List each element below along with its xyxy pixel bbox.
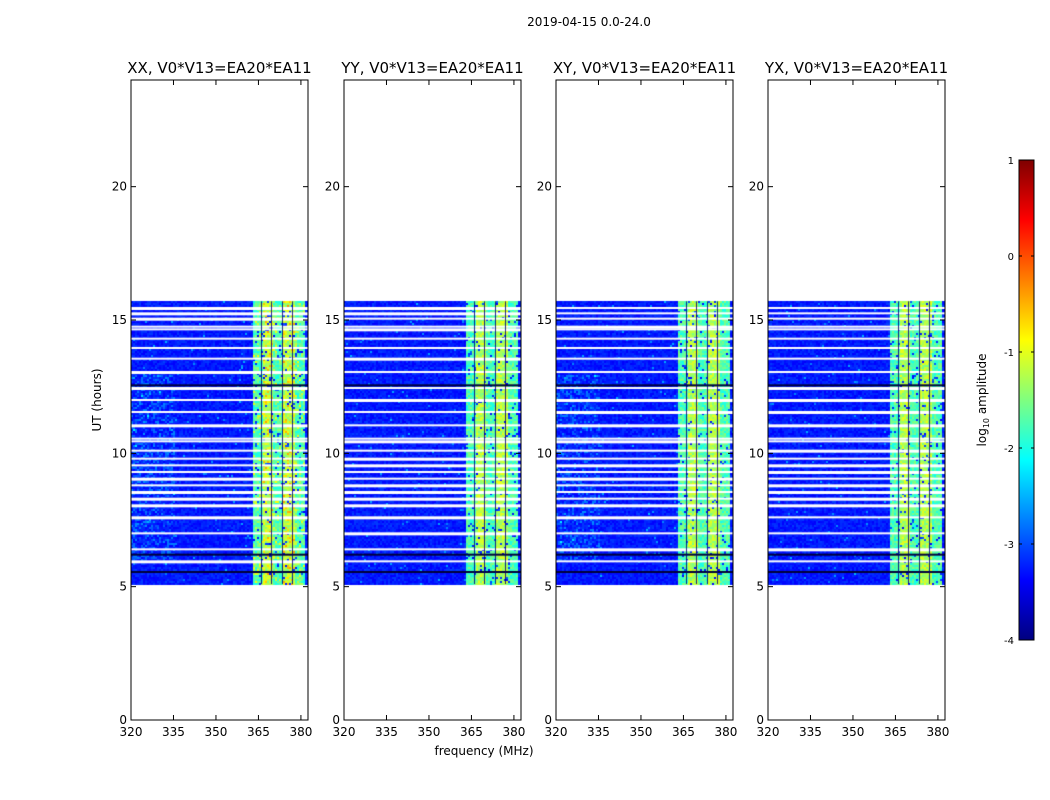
x-tick-label: 365 — [460, 725, 483, 739]
x-tick-label: 380 — [926, 725, 949, 739]
y-tick-label: 10 — [749, 446, 764, 460]
panel-1-spectrum — [131, 80, 308, 720]
panel-2-spectrum — [344, 80, 521, 720]
panel-1-title: XX, V0*V13=EA20*EA11 — [127, 59, 311, 77]
y-tick-label: 20 — [325, 180, 340, 194]
colorbar-tick-label: -1 — [1004, 348, 1014, 359]
y-tick-label: 20 — [537, 180, 552, 194]
colorbar-label-sub: 10 — [982, 418, 991, 428]
x-tick-label: 320 — [120, 725, 143, 739]
y-tick-label: 0 — [544, 713, 552, 727]
y-tick-label: 15 — [325, 313, 340, 327]
panel-4: YX, V0*V13=EA20*EA11 320 335 350 365 380 0 5 10 1… — [749, 59, 950, 739]
colorbar-label: log10 amplitude — [975, 354, 991, 447]
x-tick-label: 320 — [545, 725, 568, 739]
y-tick-label: 10 — [112, 446, 127, 460]
colorbar-tick-label: 1 — [1008, 156, 1014, 167]
x-tick-label: 335 — [162, 725, 185, 739]
y-tick-label: 15 — [749, 313, 764, 327]
panel-4-title: YX, V0*V13=EA20*EA11 — [764, 59, 948, 77]
y-tick-label: 10 — [325, 446, 340, 460]
y-tick-label: 20 — [749, 180, 764, 194]
figure-title: 2019-04-15 0.0-24.0 — [527, 15, 651, 29]
y-tick-label: 5 — [544, 580, 552, 594]
colorbar-gradient — [1018, 159, 1035, 641]
colorbar-label-rest: amplitude — [975, 354, 989, 418]
colorbar-ticks: 1 0 -1 -2 -3 -4 — [1004, 156, 1034, 647]
x-tick-label: 335 — [587, 725, 610, 739]
x-tick-label: 380 — [502, 725, 525, 739]
x-tick-label: 335 — [799, 725, 822, 739]
panel-4-spectrum — [768, 80, 945, 720]
x-tick-label: 365 — [247, 725, 270, 739]
x-tick-label: 320 — [333, 725, 356, 739]
y-tick-label: 15 — [112, 313, 127, 327]
x-axis-label: frequency (MHz) — [434, 744, 533, 758]
x-tick-label: 350 — [205, 725, 228, 739]
y-tick-label: 10 — [537, 446, 552, 460]
x-tick-label: 365 — [884, 725, 907, 739]
panel-3-frame — [555, 79, 734, 721]
y-tick-label: 20 — [112, 180, 127, 194]
panel-3-title: XY, V0*V13=EA20*EA11 — [553, 59, 736, 77]
panel-2-frame — [343, 79, 522, 721]
colorbar-tick-label: -4 — [1004, 636, 1014, 647]
y-tick-label: 0 — [756, 713, 764, 727]
colorbar: 10-1-2-3-4 log10 amplitude — [975, 156, 1035, 647]
x-tick-label: 365 — [672, 725, 695, 739]
colorbar-tick-label: 0 — [1008, 252, 1014, 263]
y-tick-label: 5 — [119, 580, 127, 594]
colorbar-label-base: log — [975, 428, 989, 446]
x-tick-label: 335 — [375, 725, 398, 739]
panel-3-spectrum — [556, 80, 733, 720]
x-tick-label: 350 — [418, 725, 441, 739]
colorbar-tick-label: -2 — [1004, 444, 1014, 455]
y-tick-label: 0 — [119, 713, 127, 727]
y-axis-label: UT (hours) — [90, 368, 104, 431]
x-tick-label: 380 — [714, 725, 737, 739]
panel-4-frame — [767, 79, 946, 721]
y-tick-label: 5 — [332, 580, 340, 594]
panel-3: XY, V0*V13=EA20*EA11 320 335 350 365 380 0 5 10 1… — [537, 59, 738, 739]
x-tick-label: 380 — [289, 725, 312, 739]
panels: XX, V0*V13=EA20*EA11 320 335 350 365 380 0 5 10 1… — [112, 59, 950, 739]
panel-2-title: YY, V0*V13=EA20*EA11 — [340, 59, 523, 77]
panel-1: XX, V0*V13=EA20*EA11 320 335 350 365 380 0 5 10 1… — [112, 59, 313, 739]
x-tick-label: 320 — [757, 725, 780, 739]
panel-2: YY, V0*V13=EA20*EA11 320 335 350 365 380 0 5 10 1… — [325, 59, 526, 739]
x-tick-label: 350 — [630, 725, 653, 739]
y-tick-label: 0 — [332, 713, 340, 727]
panel-1-frame — [130, 79, 309, 721]
y-tick-label: 5 — [756, 580, 764, 594]
x-tick-label: 350 — [842, 725, 865, 739]
y-tick-label: 15 — [537, 313, 552, 327]
colorbar-tick-label: -3 — [1004, 540, 1014, 551]
